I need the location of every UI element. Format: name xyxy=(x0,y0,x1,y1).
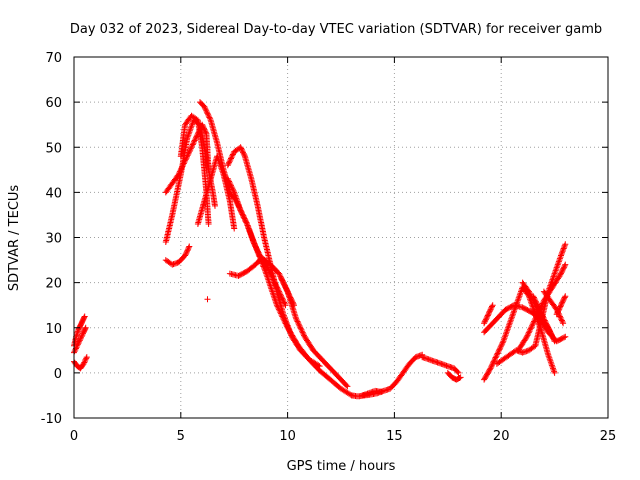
y-tick-label: 10 xyxy=(45,322,62,337)
y-tick-label: 30 xyxy=(45,232,62,247)
data-point-markers xyxy=(204,296,211,303)
data-point-markers xyxy=(419,354,462,376)
series-track-15 xyxy=(359,387,385,399)
data-layer xyxy=(71,99,569,400)
x-tick-label: 25 xyxy=(600,429,617,444)
series-track-26 xyxy=(553,293,569,318)
y-tick-label: -10 xyxy=(41,412,62,427)
data-point-markers xyxy=(278,275,297,309)
y-tick-label: 0 xyxy=(54,367,62,382)
data-point-markers xyxy=(359,387,385,399)
x-tick-label: 15 xyxy=(386,429,403,444)
x-tick-label: 5 xyxy=(177,429,185,444)
y-tick-label: 50 xyxy=(45,141,62,156)
data-point-markers xyxy=(224,175,289,309)
series-track-19 xyxy=(481,284,558,383)
series-track-16 xyxy=(419,354,462,376)
y-tick-label: 60 xyxy=(45,96,62,111)
y-tick-label: 20 xyxy=(45,277,62,292)
series-track-27 xyxy=(530,293,556,340)
series-track-09 xyxy=(194,153,238,232)
data-point-markers xyxy=(162,243,193,268)
ticks-layer: 0 5 10 15 20 25 -10 0 10 20 30 40 50 60 70 xyxy=(41,51,617,444)
data-point-markers xyxy=(481,284,558,383)
data-point-markers xyxy=(481,302,496,327)
chart-title: Day 032 of 2023, Sidereal Day-to-day VTE… xyxy=(70,22,602,37)
y-tick-label: 40 xyxy=(45,186,62,201)
y-tick-label: 70 xyxy=(45,51,62,66)
data-point-markers xyxy=(194,153,238,232)
x-tick-label: 20 xyxy=(493,429,510,444)
data-point-markers xyxy=(553,293,569,318)
x-tick-label: 0 xyxy=(70,429,78,444)
x-tick-label: 10 xyxy=(279,429,296,444)
series-track-21 xyxy=(481,302,496,327)
grid-layer xyxy=(74,57,608,418)
series-track-18 xyxy=(204,296,211,303)
series-track-13 xyxy=(278,275,297,309)
y-axis-label: SDTVAR / TECUs xyxy=(7,185,22,292)
series-track-17 xyxy=(444,369,464,383)
series-track-07 xyxy=(162,243,193,268)
x-axis-label: GPS time / hours xyxy=(287,459,396,474)
data-point-markers xyxy=(530,293,556,340)
data-point-markers xyxy=(444,369,464,383)
series-track-12 xyxy=(224,175,289,309)
